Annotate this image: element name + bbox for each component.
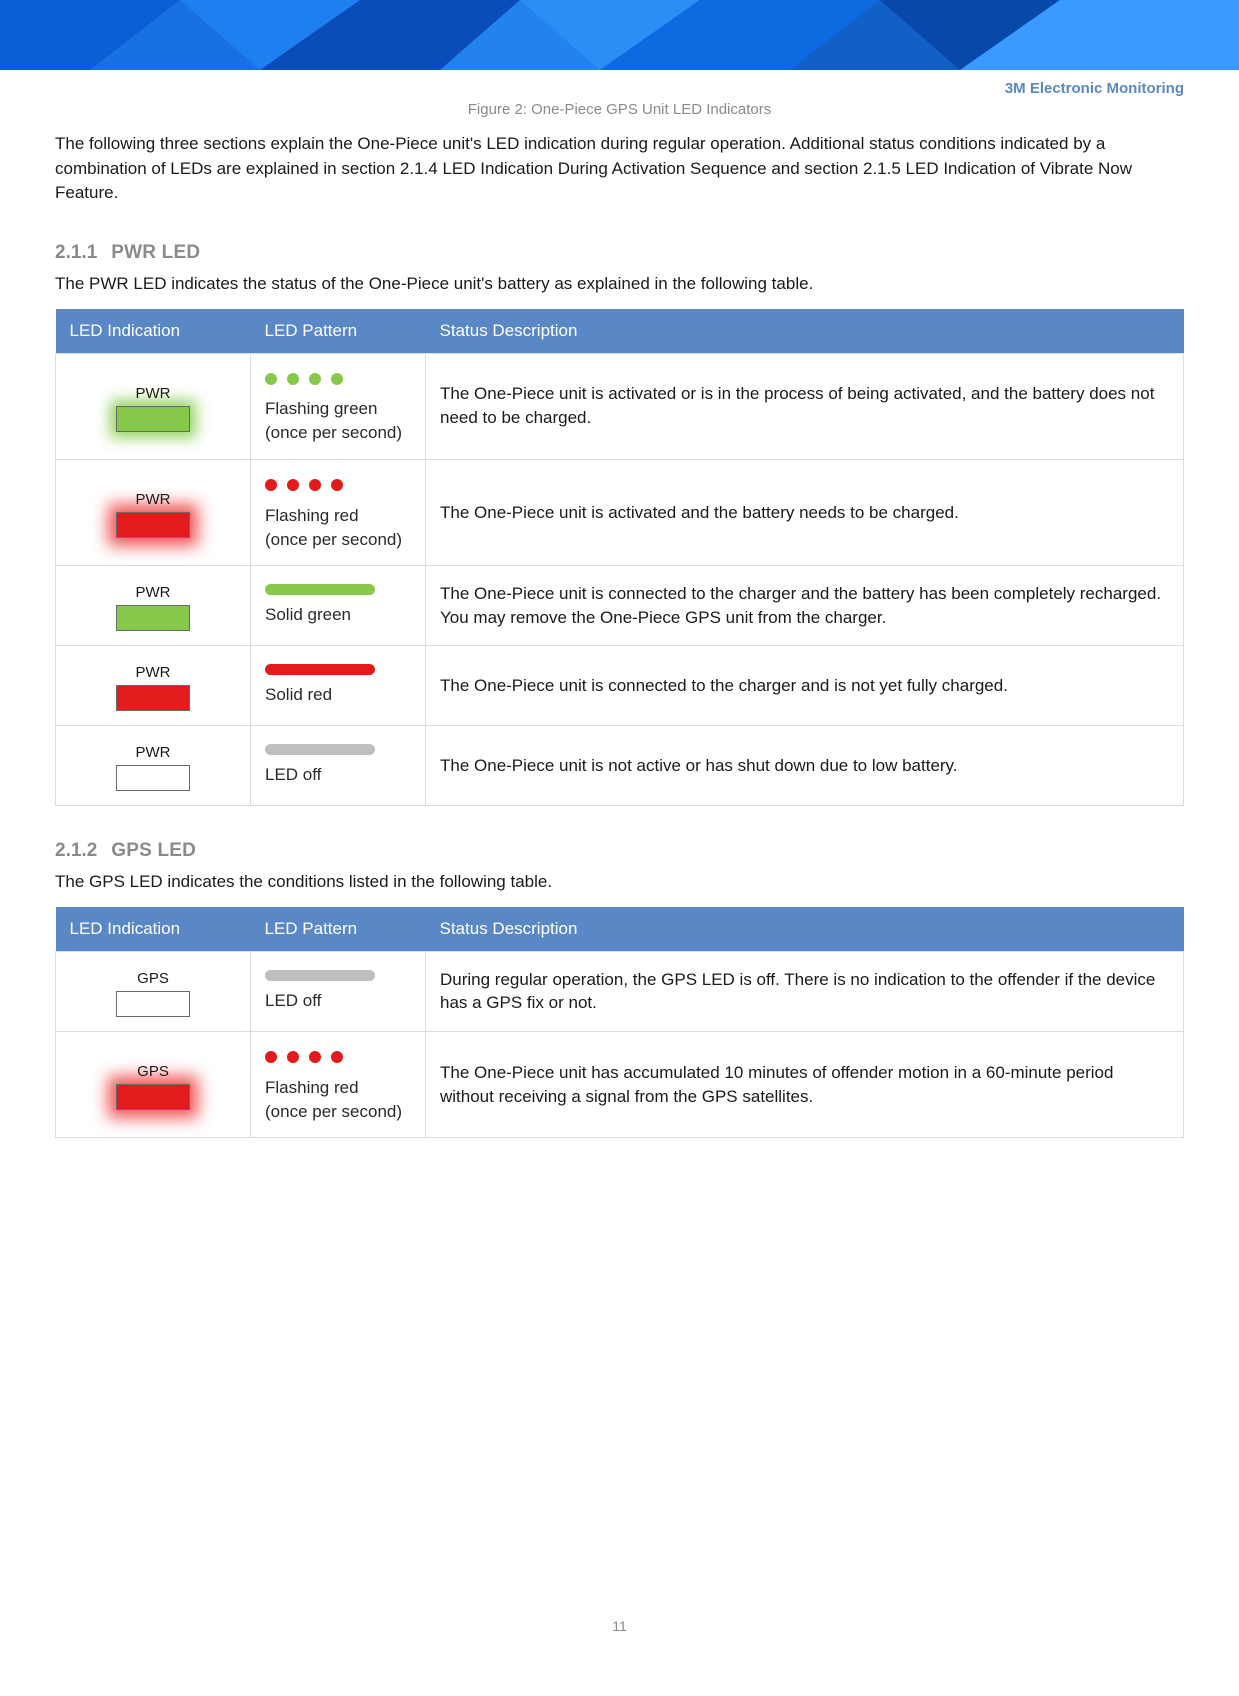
section-heading: 2.1.2 GPS LED bbox=[55, 840, 1184, 862]
led-pattern-cell: Flashing red(once per second) bbox=[251, 1031, 426, 1137]
table-header: LED Pattern bbox=[251, 309, 426, 354]
flashing-dots-icon bbox=[265, 1046, 411, 1070]
led-rect-icon bbox=[116, 765, 190, 791]
led-pattern-cell: Flashing red(once per second) bbox=[251, 459, 426, 565]
led-label: PWR bbox=[116, 489, 190, 510]
status-description: The One-Piece unit is connected to the c… bbox=[426, 646, 1184, 726]
table-header: LED Pattern bbox=[251, 907, 426, 952]
section-number: 2.1.1 bbox=[55, 242, 97, 264]
led-indicator: PWR bbox=[116, 383, 190, 432]
figure-caption: Figure 2: One-Piece GPS Unit LED Indicat… bbox=[55, 101, 1184, 118]
led-pattern-cell: Solid green bbox=[251, 566, 426, 646]
table-header: Status Description bbox=[426, 309, 1184, 354]
pattern-subtext: (once per second) bbox=[265, 528, 411, 552]
led-indicator: PWR bbox=[116, 662, 190, 711]
pattern-text: LED off bbox=[265, 763, 411, 787]
led-label: PWR bbox=[116, 383, 190, 404]
pattern-subtext: (once per second) bbox=[265, 421, 411, 445]
led-indicator: GPS bbox=[116, 1061, 190, 1110]
table-row: PWR Solid green The One-Piece unit is conn… bbox=[56, 566, 1184, 646]
table-header: LED Indication bbox=[56, 309, 251, 354]
led-rect-icon bbox=[116, 1084, 190, 1110]
pattern-text: Flashing green bbox=[265, 397, 411, 421]
led-label: PWR bbox=[116, 582, 190, 603]
solid-bar-icon bbox=[265, 970, 375, 981]
pattern-text: Flashing red bbox=[265, 1076, 411, 1100]
status-description: The One-Piece unit is connected to the c… bbox=[426, 566, 1184, 646]
intro-paragraph: The following three sections explain the… bbox=[55, 132, 1184, 206]
flashing-dots-icon bbox=[265, 474, 411, 498]
status-description: The One-Piece unit is activated and the … bbox=[426, 459, 1184, 565]
pattern-text: LED off bbox=[265, 989, 411, 1013]
led-indicator: GPS bbox=[116, 968, 190, 1017]
table-row: PWR Solid red The One-Piece unit is connec… bbox=[56, 646, 1184, 726]
led-rect-icon bbox=[116, 991, 190, 1017]
led-table: LED IndicationLED PatternStatus Descript… bbox=[55, 907, 1184, 1138]
page-number: 11 bbox=[55, 1618, 1184, 1634]
led-indicator: PWR bbox=[116, 742, 190, 791]
led-label: PWR bbox=[116, 742, 190, 763]
status-description: The One-Piece unit is not active or has … bbox=[426, 726, 1184, 806]
table-row: PWRFlashing red(once per second)The One-… bbox=[56, 459, 1184, 565]
table-header: Status Description bbox=[426, 907, 1184, 952]
led-label: GPS bbox=[116, 968, 190, 989]
table-row: GPS LED off During regular operation, the … bbox=[56, 951, 1184, 1031]
table-row: PWRFlashing green(once per second)The On… bbox=[56, 353, 1184, 459]
pattern-text: Flashing red bbox=[265, 504, 411, 528]
pattern-subtext: (once per second) bbox=[265, 1100, 411, 1124]
pattern-text: Solid green bbox=[265, 603, 411, 627]
led-pattern-cell: LED off bbox=[251, 951, 426, 1031]
led-rect-icon bbox=[116, 512, 190, 538]
led-label: PWR bbox=[116, 662, 190, 683]
status-description: During regular operation, the GPS LED is… bbox=[426, 951, 1184, 1031]
led-label: GPS bbox=[116, 1061, 190, 1082]
solid-bar-icon bbox=[265, 664, 375, 675]
flashing-dots-icon bbox=[265, 368, 411, 392]
solid-bar-icon bbox=[265, 744, 375, 755]
led-indicator: PWR bbox=[116, 489, 190, 538]
section-description: The GPS LED indicates the conditions lis… bbox=[55, 870, 1184, 895]
section-title: GPS LED bbox=[111, 840, 196, 862]
led-pattern-cell: Flashing green(once per second) bbox=[251, 353, 426, 459]
led-rect-icon bbox=[116, 406, 190, 432]
status-description: The One-Piece unit has accumulated 10 mi… bbox=[426, 1031, 1184, 1137]
status-description: The One-Piece unit is activated or is in… bbox=[426, 353, 1184, 459]
section-title: PWR LED bbox=[111, 242, 200, 264]
table-row: PWR LED off The One-Piece unit is not acti… bbox=[56, 726, 1184, 806]
brand-text: 3M Electronic Monitoring bbox=[55, 80, 1184, 97]
led-table: LED IndicationLED PatternStatus Descript… bbox=[55, 309, 1184, 807]
led-pattern-cell: Solid red bbox=[251, 646, 426, 726]
led-indicator: PWR bbox=[116, 582, 190, 631]
pattern-text: Solid red bbox=[265, 683, 411, 707]
section-heading: 2.1.1 PWR LED bbox=[55, 242, 1184, 264]
header-banner bbox=[0, 0, 1239, 70]
section-description: The PWR LED indicates the status of the … bbox=[55, 272, 1184, 297]
solid-bar-icon bbox=[265, 584, 375, 595]
table-row: GPSFlashing red(once per second)The One-… bbox=[56, 1031, 1184, 1137]
led-rect-icon bbox=[116, 685, 190, 711]
led-rect-icon bbox=[116, 605, 190, 631]
section-number: 2.1.2 bbox=[55, 840, 97, 862]
table-header: LED Indication bbox=[56, 907, 251, 952]
led-pattern-cell: LED off bbox=[251, 726, 426, 806]
